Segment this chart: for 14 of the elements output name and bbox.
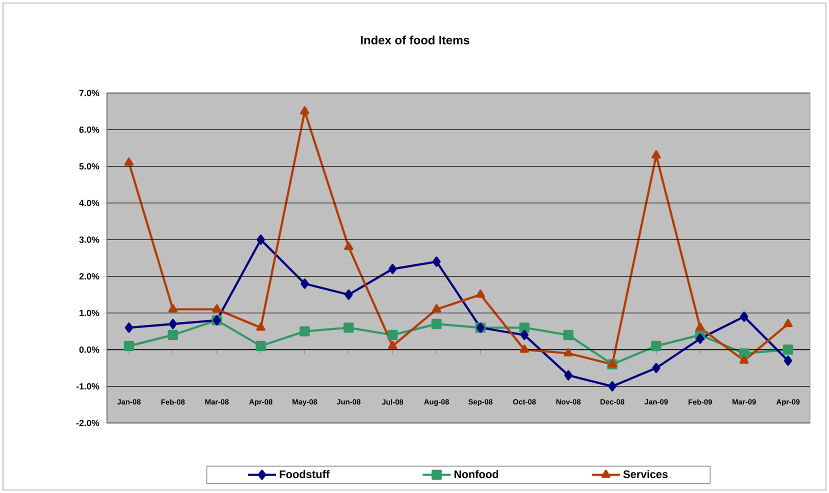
y-tick-label: 2.0% bbox=[79, 273, 100, 280]
y-tick-label: 5.0% bbox=[79, 163, 100, 170]
legend-label: Foodstuff bbox=[280, 470, 330, 478]
y-tick-label: 3.0% bbox=[79, 236, 100, 243]
legend-label: Services bbox=[623, 470, 668, 478]
y-tick-label: 0.0% bbox=[79, 346, 100, 353]
y-tick-label: 4.0% bbox=[79, 200, 100, 206]
y-tick-label: 1.0% bbox=[80, 310, 100, 316]
y-tick-label: -1.0% bbox=[76, 383, 100, 390]
y-tick-label: 7.0% bbox=[79, 90, 100, 96]
y-tick-label: -2.0% bbox=[76, 420, 100, 426]
chart-title: Index of food Items bbox=[361, 36, 470, 44]
legend-label: Nonfood bbox=[454, 470, 498, 478]
y-tick-label: 6.0% bbox=[79, 126, 100, 133]
